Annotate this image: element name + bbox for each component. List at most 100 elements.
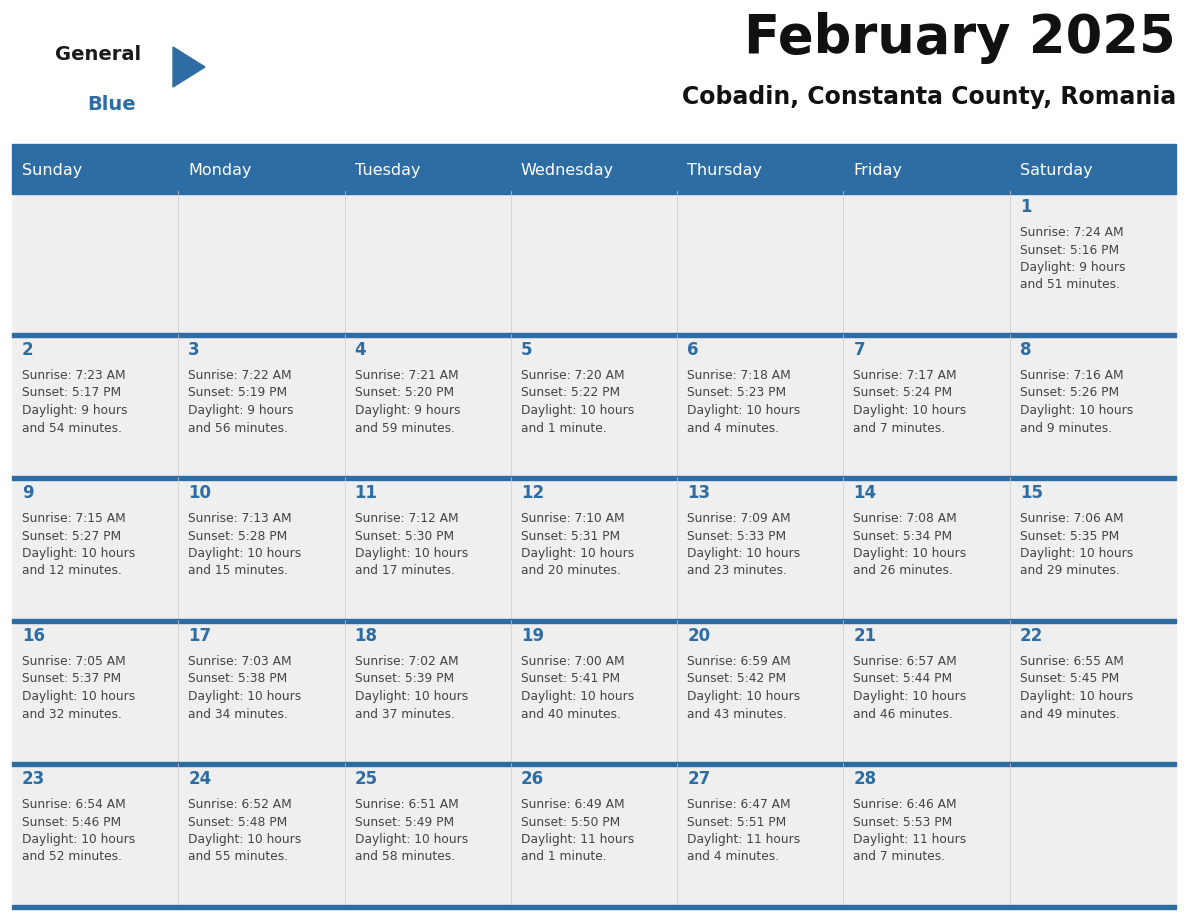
Text: 11: 11 xyxy=(354,484,378,502)
Text: Daylight: 10 hours: Daylight: 10 hours xyxy=(23,833,135,846)
Text: Blue: Blue xyxy=(87,95,135,114)
Text: Sunset: 5:48 PM: Sunset: 5:48 PM xyxy=(188,815,287,829)
Text: Sunrise: 7:02 AM: Sunrise: 7:02 AM xyxy=(354,655,459,668)
Bar xyxy=(12,476,1176,479)
Text: and 15 minutes.: and 15 minutes. xyxy=(188,565,289,577)
Text: and 49 minutes.: and 49 minutes. xyxy=(1019,708,1119,721)
Text: Sunrise: 6:59 AM: Sunrise: 6:59 AM xyxy=(687,655,791,668)
Bar xyxy=(677,763,843,906)
Text: Sunset: 5:31 PM: Sunset: 5:31 PM xyxy=(520,530,620,543)
Text: Daylight: 10 hours: Daylight: 10 hours xyxy=(853,547,967,560)
Text: and 40 minutes.: and 40 minutes. xyxy=(520,708,621,721)
Text: 27: 27 xyxy=(687,770,710,788)
Text: 13: 13 xyxy=(687,484,710,502)
Text: 25: 25 xyxy=(354,770,378,788)
Text: and 20 minutes.: and 20 minutes. xyxy=(520,565,621,577)
Bar xyxy=(345,334,511,477)
Bar xyxy=(677,191,843,334)
Text: Daylight: 11 hours: Daylight: 11 hours xyxy=(853,833,967,846)
Text: and 52 minutes.: and 52 minutes. xyxy=(23,850,122,864)
Text: Daylight: 11 hours: Daylight: 11 hours xyxy=(520,833,634,846)
Bar xyxy=(677,149,843,191)
Text: Sunset: 5:33 PM: Sunset: 5:33 PM xyxy=(687,530,786,543)
Bar xyxy=(843,334,1010,477)
Text: Sunrise: 7:12 AM: Sunrise: 7:12 AM xyxy=(354,512,459,525)
Bar xyxy=(12,149,178,191)
Text: 14: 14 xyxy=(853,484,877,502)
Bar xyxy=(843,477,1010,620)
Bar xyxy=(178,620,345,763)
Bar xyxy=(1010,620,1176,763)
Text: 19: 19 xyxy=(520,627,544,645)
Text: Sunset: 5:20 PM: Sunset: 5:20 PM xyxy=(354,386,454,399)
Bar xyxy=(178,477,345,620)
Bar xyxy=(178,149,345,191)
Text: and 55 minutes.: and 55 minutes. xyxy=(188,850,289,864)
Text: 10: 10 xyxy=(188,484,211,502)
Bar xyxy=(677,620,843,763)
Text: Daylight: 10 hours: Daylight: 10 hours xyxy=(188,833,302,846)
Text: Sunrise: 7:21 AM: Sunrise: 7:21 AM xyxy=(354,369,459,382)
Bar xyxy=(1010,191,1176,334)
Text: Saturday: Saturday xyxy=(1019,162,1092,177)
Text: 4: 4 xyxy=(354,341,366,359)
Text: Daylight: 10 hours: Daylight: 10 hours xyxy=(687,547,801,560)
Text: 26: 26 xyxy=(520,770,544,788)
Text: Sunset: 5:28 PM: Sunset: 5:28 PM xyxy=(188,530,287,543)
Text: Sunrise: 6:49 AM: Sunrise: 6:49 AM xyxy=(520,798,625,811)
Bar xyxy=(511,477,677,620)
Bar xyxy=(677,334,843,477)
Bar xyxy=(345,191,511,334)
Text: 8: 8 xyxy=(1019,341,1031,359)
Text: Sunrise: 7:10 AM: Sunrise: 7:10 AM xyxy=(520,512,625,525)
Text: and 7 minutes.: and 7 minutes. xyxy=(853,421,946,434)
Text: Sunrise: 7:08 AM: Sunrise: 7:08 AM xyxy=(853,512,958,525)
Text: Sunset: 5:39 PM: Sunset: 5:39 PM xyxy=(354,673,454,686)
Text: Sunset: 5:35 PM: Sunset: 5:35 PM xyxy=(1019,530,1119,543)
Text: Daylight: 10 hours: Daylight: 10 hours xyxy=(687,690,801,703)
Text: and 54 minutes.: and 54 minutes. xyxy=(23,421,122,434)
Text: and 7 minutes.: and 7 minutes. xyxy=(853,850,946,864)
Text: and 32 minutes.: and 32 minutes. xyxy=(23,708,122,721)
Bar xyxy=(511,334,677,477)
Text: Sunrise: 7:18 AM: Sunrise: 7:18 AM xyxy=(687,369,791,382)
Bar xyxy=(12,477,178,620)
Text: and 56 minutes.: and 56 minutes. xyxy=(188,421,289,434)
Text: Friday: Friday xyxy=(853,162,903,177)
Text: Sunrise: 6:47 AM: Sunrise: 6:47 AM xyxy=(687,798,791,811)
Text: Sunrise: 7:22 AM: Sunrise: 7:22 AM xyxy=(188,369,292,382)
Text: Sunset: 5:16 PM: Sunset: 5:16 PM xyxy=(1019,243,1119,256)
Text: Tuesday: Tuesday xyxy=(354,162,421,177)
Text: and 4 minutes.: and 4 minutes. xyxy=(687,421,779,434)
Text: Sunrise: 6:55 AM: Sunrise: 6:55 AM xyxy=(1019,655,1124,668)
Text: and 12 minutes.: and 12 minutes. xyxy=(23,565,122,577)
Text: and 51 minutes.: and 51 minutes. xyxy=(1019,278,1120,292)
Text: 5: 5 xyxy=(520,341,532,359)
Text: 3: 3 xyxy=(188,341,200,359)
Bar xyxy=(511,763,677,906)
Text: Daylight: 10 hours: Daylight: 10 hours xyxy=(520,404,634,417)
Text: Sunrise: 7:17 AM: Sunrise: 7:17 AM xyxy=(853,369,958,382)
Bar xyxy=(178,763,345,906)
Text: and 37 minutes.: and 37 minutes. xyxy=(354,708,455,721)
Text: and 43 minutes.: and 43 minutes. xyxy=(687,708,786,721)
Text: Sunrise: 7:20 AM: Sunrise: 7:20 AM xyxy=(520,369,625,382)
Text: and 59 minutes.: and 59 minutes. xyxy=(354,421,455,434)
Bar xyxy=(12,905,1176,909)
Text: 28: 28 xyxy=(853,770,877,788)
Text: 20: 20 xyxy=(687,627,710,645)
Text: Daylight: 10 hours: Daylight: 10 hours xyxy=(354,547,468,560)
Bar xyxy=(12,620,1176,622)
Text: Sunset: 5:26 PM: Sunset: 5:26 PM xyxy=(1019,386,1119,399)
Text: Sunday: Sunday xyxy=(23,162,82,177)
Bar xyxy=(12,334,178,477)
Bar xyxy=(1010,334,1176,477)
Text: Sunset: 5:45 PM: Sunset: 5:45 PM xyxy=(1019,673,1119,686)
Bar xyxy=(345,620,511,763)
Text: Daylight: 10 hours: Daylight: 10 hours xyxy=(188,547,302,560)
Text: 15: 15 xyxy=(1019,484,1043,502)
Text: Sunset: 5:44 PM: Sunset: 5:44 PM xyxy=(853,673,953,686)
Text: and 46 minutes.: and 46 minutes. xyxy=(853,708,953,721)
Text: Monday: Monday xyxy=(188,162,252,177)
Text: Sunset: 5:34 PM: Sunset: 5:34 PM xyxy=(853,530,953,543)
